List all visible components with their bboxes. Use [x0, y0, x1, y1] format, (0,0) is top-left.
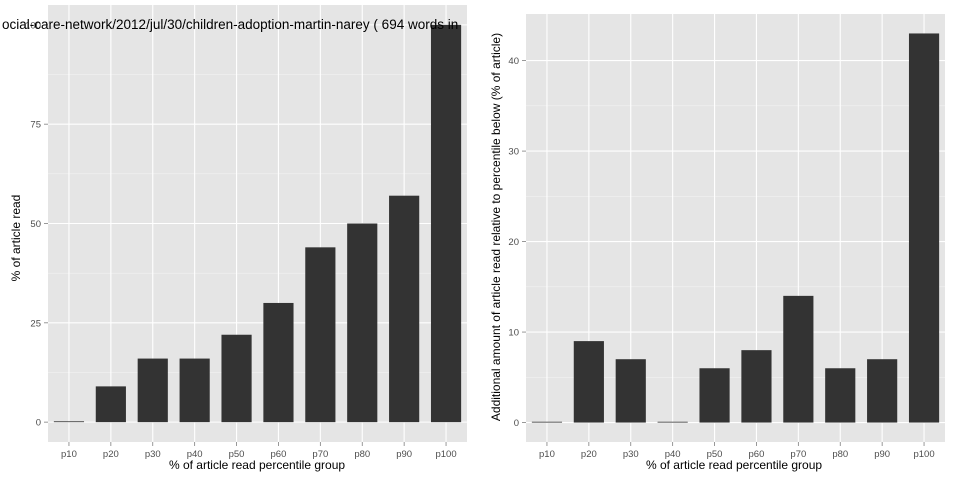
- left-x-tick-label: p30: [145, 449, 161, 460]
- right-y-tick-label: 40: [508, 56, 519, 67]
- left-y-tick-label: 75: [30, 120, 41, 131]
- right-x-tick-label: p50: [707, 449, 723, 460]
- left-x-tick-label: p60: [271, 449, 287, 460]
- right-x-tick-label: p90: [874, 449, 890, 460]
- left-bar-p10: [53, 421, 85, 423]
- right-bar-p50: [699, 368, 730, 423]
- left-y-tick-label: 25: [30, 318, 41, 329]
- chart-title: ocial-care-network/2012/jul/30/children-…: [2, 17, 458, 32]
- right-bar-p60: [741, 350, 772, 423]
- right-chart-panel: 0 10 20 30 40 p10 p20 p30 p40 p50 p60 p70 p80 p90 p100: [508, 14, 945, 460]
- left-x-tick-label: p50: [229, 449, 245, 460]
- right-bar-p10: [531, 421, 563, 423]
- left-x-tick-label: p40: [187, 449, 203, 460]
- left-x-tick-label: p90: [396, 449, 412, 460]
- right-x-tick-label: p60: [749, 449, 765, 460]
- left-x-tick-label: p20: [103, 449, 119, 460]
- left-x-tick-label: p80: [354, 449, 370, 460]
- right-x-axis-label: % of article read percentile group: [646, 458, 822, 472]
- right-x-tick-label: p20: [581, 449, 597, 460]
- left-bar-p40: [179, 358, 210, 423]
- left-bar-p100: [430, 24, 462, 423]
- left-bar-p20: [95, 386, 126, 423]
- left-y-tick-label: 50: [30, 219, 41, 230]
- right-bar-p100: [908, 33, 940, 423]
- right-y-tick-label: 10: [508, 328, 519, 339]
- right-y-axis-label: Additional amount of article read relati…: [489, 33, 503, 421]
- right-bar-p40: [657, 421, 688, 423]
- left-y-tick-label: 100: [25, 20, 41, 31]
- right-x-tick-label: p80: [832, 449, 848, 460]
- right-y-tick-label: 30: [508, 147, 519, 158]
- right-bar-p80: [825, 368, 856, 423]
- left-bar-p70: [305, 247, 336, 423]
- right-y-tick-label: 0: [514, 418, 519, 429]
- left-x-tick-label: p10: [61, 449, 77, 460]
- right-bar-p30: [615, 359, 646, 423]
- left-bar-p50: [221, 334, 252, 423]
- right-bar-p20: [573, 341, 604, 423]
- right-bar-p70: [783, 295, 814, 423]
- right-x-tick-label: p70: [790, 449, 806, 460]
- left-bar-p60: [263, 302, 294, 423]
- right-x-tick-label: p10: [539, 449, 555, 460]
- right-bar-p90: [867, 359, 898, 423]
- left-bar-p90: [389, 195, 420, 423]
- left-x-axis-label: % of article read percentile group: [169, 458, 345, 472]
- right-x-tick-label: p100: [913, 449, 934, 460]
- right-x-tick-label: p30: [623, 449, 639, 460]
- left-x-tick-label: p100: [435, 449, 456, 460]
- left-y-tick-label: 0: [36, 418, 41, 429]
- left-y-axis-label: % of article read: [9, 195, 23, 282]
- left-bar-p30: [137, 358, 168, 423]
- right-x-tick-label: p40: [665, 449, 681, 460]
- left-chart-panel: 0 25 50 75 100 p10 p20 p30 p40 p50 p60 p70 p80 p90 p10…: [25, 5, 467, 460]
- right-y-tick-label: 20: [508, 237, 519, 248]
- left-bar-p80: [347, 223, 378, 423]
- left-x-tick-label: p70: [312, 449, 328, 460]
